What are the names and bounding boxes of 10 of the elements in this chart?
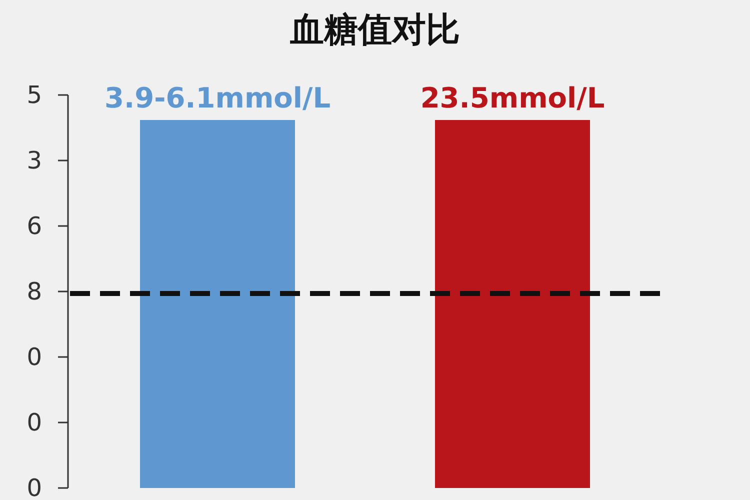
- text: 0: [26, 343, 42, 371]
- text: 3: [26, 146, 42, 174]
- chart-title: 血糖值对比: [289, 10, 460, 50]
- text: 0: [26, 408, 42, 436]
- text: 0: [26, 474, 42, 500]
- text: 8: [26, 278, 42, 306]
- x-tick-label: 23.5mmol/L: [420, 82, 605, 114]
- x-tick-label: 3.9-6.1mmol/L: [104, 82, 331, 114]
- text: 5: [26, 81, 42, 109]
- text: 6: [26, 212, 42, 240]
